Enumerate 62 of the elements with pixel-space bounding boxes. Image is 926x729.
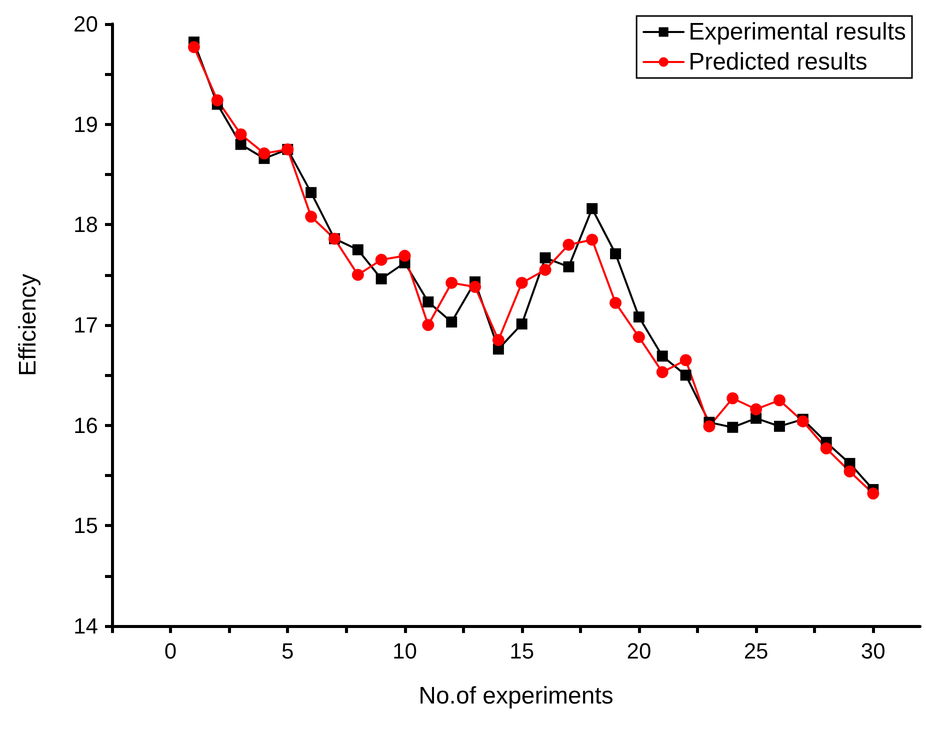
point [727,422,738,433]
point [446,276,458,289]
point [540,252,551,264]
point [188,41,200,54]
point [562,238,575,251]
y-tick-label: 15 [74,513,98,538]
point [516,276,528,289]
x-tick-label: 10 [392,638,417,664]
point [867,488,880,500]
y-axis-title: Efficiency [14,274,42,376]
point [234,128,247,140]
point [376,273,387,284]
point [352,268,364,281]
x-tick-label: 25 [744,638,768,664]
x-axis-title: No.of experiments [418,682,614,710]
point [563,261,574,272]
point [680,354,692,366]
x-tick-label: 20 [626,638,652,664]
point [422,296,434,308]
y-tick-label: 14 [74,614,98,638]
y-tick-label: 17 [74,312,98,338]
point [235,138,246,150]
point [211,94,224,106]
point [352,244,364,256]
y-tick-label: 16 [74,412,98,438]
point [305,210,318,223]
point [446,316,458,328]
point [398,250,411,262]
point [750,403,762,416]
x-tick-label: 30 [860,638,886,664]
point [375,254,388,266]
point [656,366,668,378]
point [726,392,739,404]
point [469,280,482,293]
point [820,442,832,454]
point [773,394,786,406]
point [633,311,644,322]
y-tick-label: 20 [74,12,98,36]
point [586,234,598,246]
point [539,264,552,276]
point [586,203,598,214]
point [516,318,528,330]
point [703,420,716,432]
point [656,350,668,362]
point [610,248,622,260]
point [796,415,809,428]
x-tick-label: 0 [164,638,177,664]
point [610,296,622,309]
y-tick-label: 18 [74,212,98,238]
point [258,147,270,160]
legend-label: Predicted results [688,48,868,76]
point [422,319,434,331]
point [632,331,645,344]
y-tick-label: 19 [74,112,98,137]
point [844,465,856,478]
x-tick-label: 15 [510,638,534,664]
point [774,420,785,432]
point [492,334,504,346]
point [306,187,317,198]
legend-label: Experimental results [688,18,906,46]
point [680,370,692,381]
x-tick-label: 5 [282,638,294,664]
